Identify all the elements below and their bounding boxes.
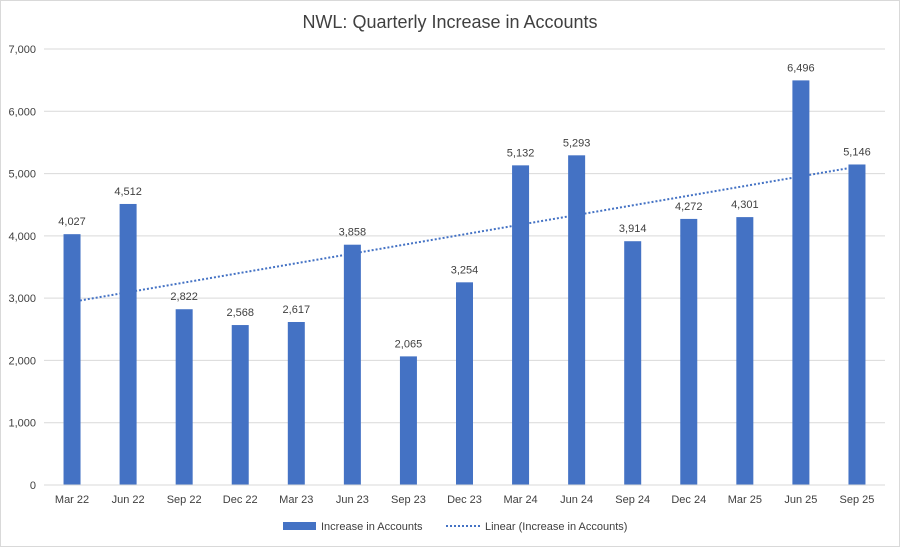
data-label: 4,301 — [731, 199, 759, 211]
y-tick-label: 0 — [30, 480, 36, 492]
x-tick-label: Mar 25 — [728, 494, 762, 506]
x-tick-label: Sep 23 — [391, 494, 426, 506]
x-tick-label: Dec 24 — [671, 494, 706, 506]
chart-title: NWL: Quarterly Increase in Accounts — [302, 12, 597, 32]
bar — [736, 217, 754, 486]
x-tick-label: Sep 22 — [167, 494, 202, 506]
bar — [456, 282, 473, 485]
y-tick-label: 7,000 — [8, 44, 36, 56]
data-label: 5,132 — [507, 147, 535, 159]
data-label: 3,858 — [339, 227, 367, 239]
bar — [624, 241, 642, 485]
bar — [175, 309, 193, 485]
data-label: 4,512 — [114, 186, 142, 198]
x-tick-label: Mar 22 — [55, 494, 89, 506]
y-axis-ticks: 0 1,000 2,000 3,000 4,000 5,000 6,000 7,000 — [8, 44, 36, 492]
data-label: 5,293 — [563, 137, 591, 149]
legend-bar-swatch — [283, 522, 316, 530]
bar — [848, 164, 866, 485]
data-label: 4,027 — [58, 216, 86, 228]
bar — [512, 165, 530, 485]
x-tick-label: Mar 24 — [503, 494, 537, 506]
bar — [399, 356, 417, 485]
bar — [63, 234, 81, 485]
x-tick-label: Dec 22 — [223, 494, 258, 506]
trendline — [71, 165, 858, 303]
x-tick-label: Mar 23 — [279, 494, 313, 506]
bars — [63, 80, 866, 486]
y-tick-label: 3,000 — [8, 293, 36, 305]
data-label: 3,254 — [451, 264, 479, 276]
bar — [680, 218, 698, 485]
legend: Increase in Accounts Linear (Increase in… — [283, 521, 627, 533]
x-tick-label: Jun 23 — [336, 494, 369, 506]
x-tick-label: Sep 25 — [840, 494, 875, 506]
data-label: 4,272 — [675, 201, 703, 213]
bar — [287, 321, 305, 485]
y-tick-label: 2,000 — [8, 355, 36, 367]
data-label: 5,146 — [843, 146, 871, 158]
legend-bar-label: Increase in Accounts — [321, 521, 423, 533]
legend-trend-label: Linear (Increase in Accounts) — [485, 521, 627, 533]
bar — [231, 325, 249, 485]
data-labels: 4,027 4,512 2,822 2,568 2,617 3,858 2,065 3,254… — [58, 62, 870, 350]
y-tick-label: 1,000 — [8, 418, 36, 430]
x-tick-label: Jun 22 — [112, 494, 145, 506]
x-axis-ticks: Mar 22 Jun 22 Sep 22 Dec 22 Mar 23 Jun 23 Sep … — [55, 494, 874, 506]
x-tick-label: Dec 23 — [447, 494, 482, 506]
data-label: 2,065 — [395, 338, 423, 350]
x-tick-label: Jun 24 — [560, 494, 593, 506]
data-label: 6,496 — [787, 62, 815, 74]
bar — [119, 203, 137, 485]
y-tick-label: 4,000 — [8, 231, 36, 243]
data-label: 2,617 — [283, 304, 311, 316]
y-tick-label: 5,000 — [8, 169, 36, 181]
bar — [343, 244, 361, 485]
data-label: 2,568 — [226, 307, 254, 319]
x-tick-label: Sep 24 — [615, 494, 650, 506]
data-label: 3,914 — [619, 223, 647, 235]
y-tick-label: 6,000 — [8, 106, 36, 118]
bar — [792, 80, 810, 485]
data-label: 2,822 — [170, 291, 198, 303]
bar — [568, 155, 586, 485]
x-tick-label: Jun 25 — [784, 494, 817, 506]
